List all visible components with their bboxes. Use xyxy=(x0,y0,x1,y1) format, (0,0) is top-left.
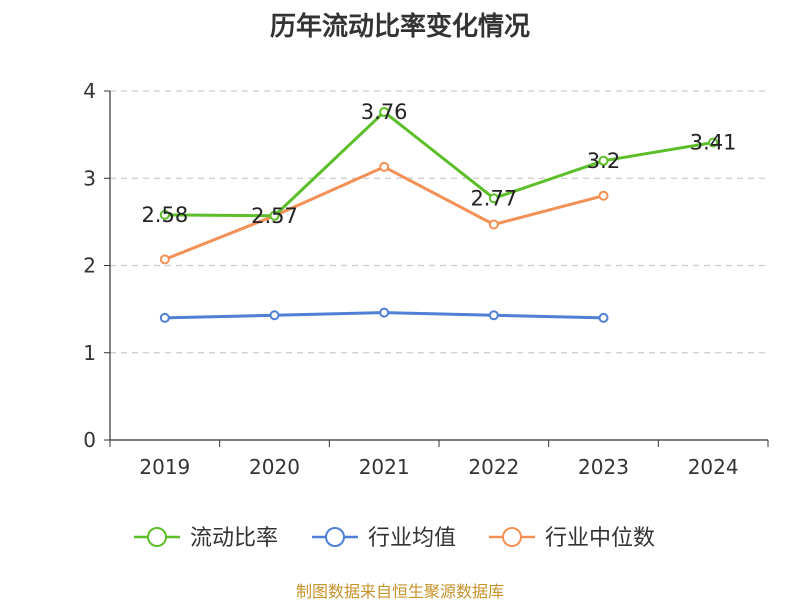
source-note: 制图数据来自恒生聚源数据库 xyxy=(295,582,504,601)
data-point[interactable] xyxy=(379,307,390,318)
legend-marker-0[interactable] xyxy=(147,527,167,547)
y-tick-label: 3 xyxy=(83,166,96,190)
legend-marker-2[interactable] xyxy=(502,527,522,547)
legend[interactable]: 流动比率 行业均值 行业中位数 xyxy=(134,526,655,551)
data-point[interactable] xyxy=(598,155,609,166)
data-point[interactable] xyxy=(159,312,170,323)
y-tick-label: 1 xyxy=(83,341,96,365)
data-label: 2.57 xyxy=(251,204,298,228)
x-tick-label: 2021 xyxy=(359,455,410,479)
x-tick-label: 2019 xyxy=(139,455,190,479)
data-point[interactable] xyxy=(159,209,170,220)
data-point[interactable] xyxy=(159,254,170,265)
legend-label-1[interactable]: 行业均值 xyxy=(368,526,456,551)
data-labels: 2.58 2.57 3.76 2.77 3.2 3.41 xyxy=(141,100,736,228)
y-tick-label: 0 xyxy=(83,428,96,452)
y-tick-label: 2 xyxy=(83,254,96,278)
data-point[interactable] xyxy=(488,193,499,204)
data-label: 3.2 xyxy=(587,149,620,173)
series-lines xyxy=(159,106,719,323)
data-label: 3.41 xyxy=(690,130,737,154)
data-point[interactable] xyxy=(488,310,499,321)
y-tick-label: 4 xyxy=(83,79,96,103)
data-label: 3.76 xyxy=(361,100,408,124)
data-point[interactable] xyxy=(379,161,390,172)
x-tick-label: 2020 xyxy=(249,455,300,479)
data-point[interactable] xyxy=(708,137,719,148)
series-line-2 xyxy=(164,165,604,261)
chart-title: 历年流动比率变化情况 xyxy=(269,12,530,42)
data-point[interactable] xyxy=(488,219,499,230)
x-tick-label: 2024 xyxy=(688,455,739,479)
legend-label-0[interactable]: 流动比率 xyxy=(190,526,278,551)
data-point[interactable] xyxy=(269,210,280,221)
axes: 0 1 2 3 4 2019 2020 2021 2022 2023 2024 xyxy=(83,79,769,479)
data-point[interactable] xyxy=(269,310,280,321)
x-tick-label: 2022 xyxy=(468,455,519,479)
data-label: 2.58 xyxy=(141,203,188,227)
data-point[interactable] xyxy=(598,312,609,323)
data-label: 2.77 xyxy=(470,186,517,210)
data-point[interactable] xyxy=(379,106,390,117)
x-tick-label: 2023 xyxy=(578,455,629,479)
series-line-0 xyxy=(164,110,714,218)
legend-marker-1[interactable] xyxy=(325,527,345,547)
data-point[interactable] xyxy=(598,190,609,201)
legend-label-2[interactable]: 行业中位数 xyxy=(545,526,655,551)
